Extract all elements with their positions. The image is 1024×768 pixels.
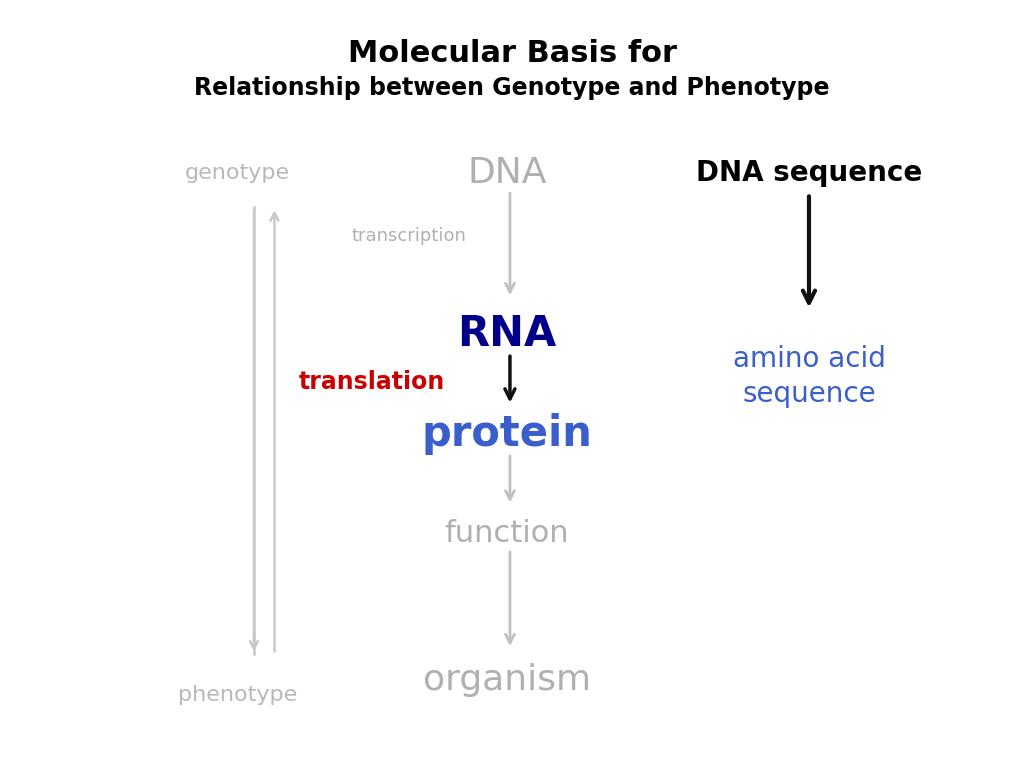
Text: phenotype: phenotype [178,685,297,705]
Text: genotype: genotype [185,163,290,183]
Text: function: function [444,519,569,548]
Text: organism: organism [423,663,591,697]
Text: Molecular Basis for: Molecular Basis for [347,39,677,68]
Text: RNA: RNA [458,313,556,355]
Text: translation: translation [299,369,445,394]
Text: amino acid
sequence: amino acid sequence [732,345,886,408]
Text: DNA: DNA [467,156,547,190]
Text: transcription: transcription [351,227,466,245]
Text: protein: protein [422,413,592,455]
Text: Relationship between Genotype and Phenotype: Relationship between Genotype and Phenot… [195,76,829,101]
Text: DNA sequence: DNA sequence [696,159,922,187]
